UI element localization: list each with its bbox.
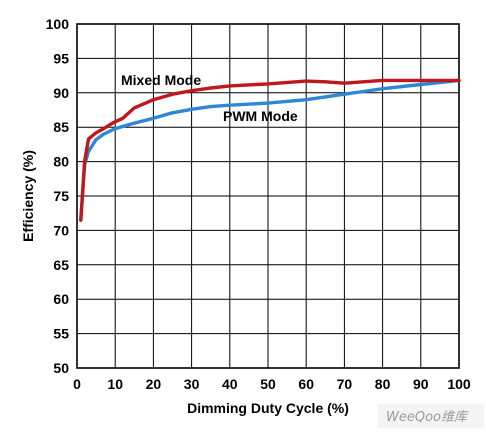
y-tick-label: 65 bbox=[53, 257, 69, 273]
y-tick-label: 55 bbox=[53, 326, 69, 342]
x-axis-ticks: 0 10 20 30 40 50 60 70 80 90 100 bbox=[73, 376, 471, 392]
y-tick-label: 60 bbox=[53, 291, 69, 307]
watermark-text: WeeQoo维库 bbox=[386, 410, 469, 425]
mixed-mode-label: Mixed Mode bbox=[121, 72, 201, 88]
y-tick-label: 70 bbox=[53, 222, 69, 238]
series-lines bbox=[79, 78, 461, 222]
y-tick-label: 100 bbox=[46, 16, 70, 32]
y-axis-title: Efficiency (%) bbox=[20, 150, 36, 242]
y-tick-label: 75 bbox=[53, 188, 69, 204]
plot-area-frame bbox=[76, 23, 460, 369]
x-tick-label: 0 bbox=[73, 376, 81, 392]
watermark-logo: WeeQoo维库 bbox=[378, 404, 484, 428]
x-tick-label: 70 bbox=[337, 376, 353, 392]
y-tick-label: 85 bbox=[53, 119, 69, 135]
x-tick-label: 60 bbox=[298, 376, 314, 392]
x-tick-label: 50 bbox=[260, 376, 276, 392]
y-axis-ticks: 50 55 60 65 70 75 80 85 90 95 100 bbox=[46, 16, 70, 376]
series-labels: Mixed Mode PWM Mode bbox=[121, 72, 298, 124]
y-tick-label: 95 bbox=[53, 50, 69, 66]
x-tick-label: 30 bbox=[184, 376, 200, 392]
y-tick-label: 80 bbox=[53, 154, 69, 170]
y-tick-label: 90 bbox=[53, 85, 69, 101]
watermark-background bbox=[378, 404, 484, 428]
pwm-mode-line bbox=[79, 78, 461, 222]
x-tick-label: 10 bbox=[107, 376, 123, 392]
mixed-mode-line bbox=[79, 78, 461, 222]
pwm-mode-label: PWM Mode bbox=[223, 108, 298, 124]
x-axis-title: Dimming Duty Cycle (%) bbox=[187, 400, 349, 416]
x-tick-label: 90 bbox=[413, 376, 429, 392]
x-tick-label: 40 bbox=[222, 376, 238, 392]
y-tick-label: 50 bbox=[53, 360, 69, 376]
x-tick-label: 100 bbox=[447, 376, 471, 392]
x-tick-label: 80 bbox=[375, 376, 391, 392]
x-tick-label: 20 bbox=[146, 376, 162, 392]
